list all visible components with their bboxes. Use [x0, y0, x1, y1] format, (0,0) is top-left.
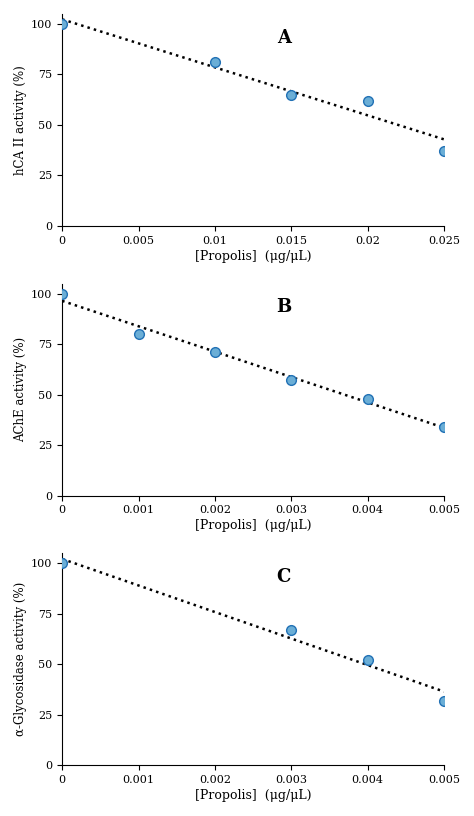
Point	[440, 420, 448, 433]
Y-axis label: hCA II activity (%): hCA II activity (%)	[14, 65, 27, 175]
Y-axis label: AChE activity (%): AChE activity (%)	[14, 337, 27, 442]
Text: C: C	[276, 568, 291, 586]
X-axis label: [Propolis]  (μg/μL): [Propolis] (μg/μL)	[195, 520, 311, 532]
Point	[211, 346, 219, 359]
Point	[58, 287, 66, 300]
X-axis label: [Propolis]  (μg/μL): [Propolis] (μg/μL)	[195, 250, 311, 263]
Point	[135, 327, 142, 340]
Point	[288, 374, 295, 387]
Point	[364, 654, 372, 667]
Point	[288, 623, 295, 636]
X-axis label: [Propolis]  (μg/μL): [Propolis] (μg/μL)	[195, 789, 311, 802]
Point	[288, 88, 295, 101]
Text: A: A	[277, 29, 291, 47]
Point	[211, 55, 219, 69]
Text: B: B	[276, 299, 292, 317]
Point	[58, 17, 66, 30]
Point	[364, 94, 372, 107]
Point	[58, 557, 66, 570]
Point	[440, 144, 448, 157]
Point	[440, 694, 448, 707]
Point	[364, 392, 372, 406]
Y-axis label: α-Glycosidase activity (%): α-Glycosidase activity (%)	[14, 582, 27, 736]
